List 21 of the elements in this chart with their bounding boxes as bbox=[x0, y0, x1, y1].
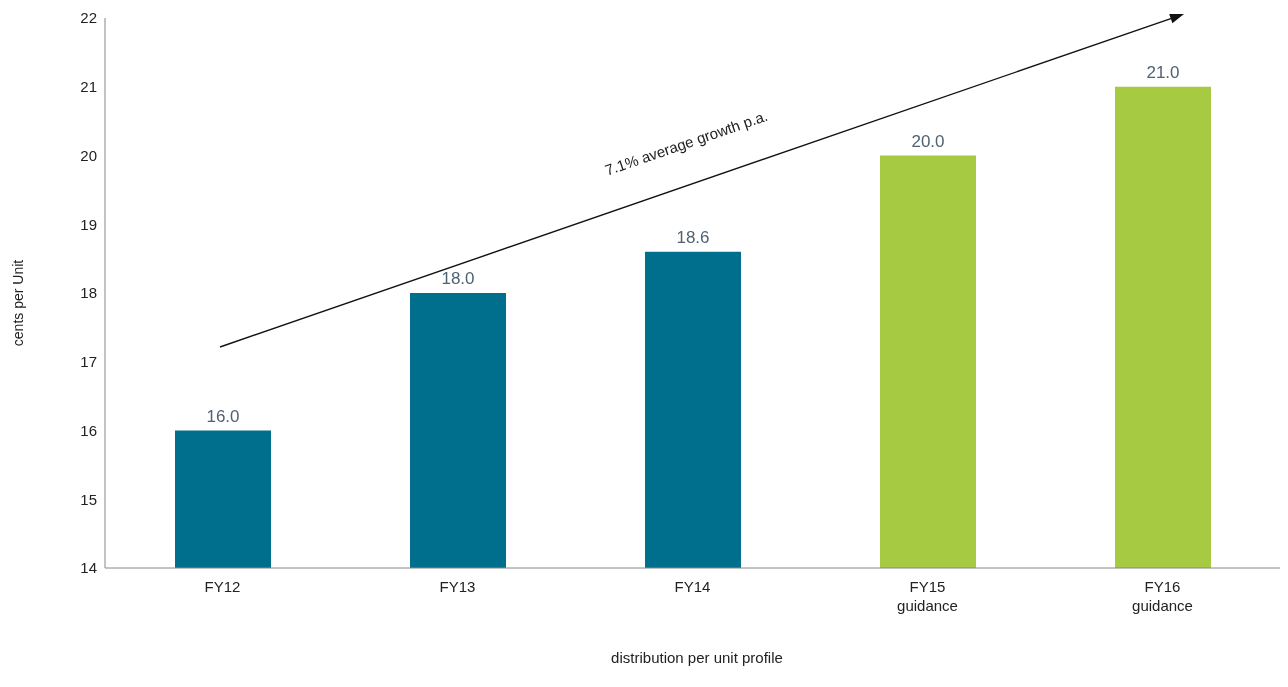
x-tick-label: FY13 bbox=[439, 578, 476, 595]
x-tick-label: FY14 bbox=[674, 578, 711, 595]
x-tick-label: FY12 bbox=[204, 578, 241, 595]
y-axis-title: cents per Unit bbox=[10, 259, 26, 347]
y-tick-label: 15 bbox=[80, 490, 97, 508]
x-tick-label: FY15 guidance bbox=[897, 578, 958, 614]
y-tick-label: 21 bbox=[80, 78, 97, 96]
data-label: 16.0 bbox=[206, 406, 240, 426]
y-tick-label: 20 bbox=[80, 146, 97, 164]
y-tick-label: 22 bbox=[80, 9, 97, 27]
y-tick-label: 16 bbox=[80, 421, 97, 439]
y-tick-label: 18 bbox=[80, 284, 97, 302]
data-label: 20.0 bbox=[911, 131, 945, 151]
y-tick-label: 14 bbox=[80, 559, 97, 577]
data-label: 18.6 bbox=[676, 227, 710, 247]
y-tick-label: 19 bbox=[80, 215, 97, 233]
data-label: 18.0 bbox=[441, 269, 475, 288]
y-tick-label: 17 bbox=[80, 353, 97, 371]
x-tick-label: FY16 guidance bbox=[1132, 578, 1193, 614]
x-axis-title: distribution per unit profile bbox=[611, 649, 783, 666]
data-label: 21.0 bbox=[1146, 62, 1180, 82]
